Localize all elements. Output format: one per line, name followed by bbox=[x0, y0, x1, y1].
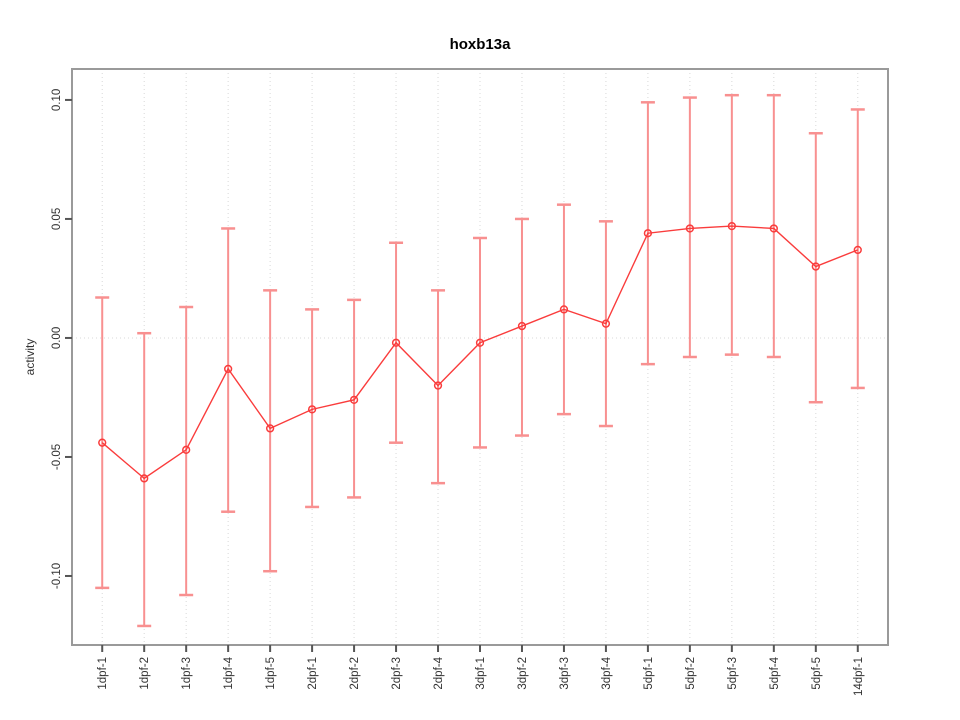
x-tick-label: 2dpf-2 bbox=[349, 657, 361, 690]
x-tick-label: 5dpf-5 bbox=[811, 657, 823, 690]
error-bar bbox=[179, 305, 194, 597]
y-tick-label: 0.05 bbox=[51, 208, 63, 230]
y-tick-label: 0.00 bbox=[51, 327, 63, 349]
data-point-circle bbox=[265, 424, 275, 433]
x-tick-label: 14dpf-1 bbox=[853, 657, 865, 696]
data-point-circle bbox=[391, 338, 401, 347]
error-bar bbox=[850, 108, 865, 390]
error-bar bbox=[766, 93, 781, 359]
error-bar bbox=[682, 96, 697, 359]
error-bar bbox=[347, 298, 362, 499]
data-point-circle bbox=[140, 474, 149, 483]
x-tick-label: 2dpf-3 bbox=[391, 657, 403, 690]
data-point-circle bbox=[601, 319, 611, 328]
data-point-circle bbox=[475, 338, 485, 347]
x-tick-label: 1dpf-2 bbox=[139, 657, 151, 690]
error-bar bbox=[263, 289, 278, 573]
error-bar bbox=[431, 289, 446, 485]
x-tick-label: 5dpf-1 bbox=[643, 657, 655, 690]
data-point-circle bbox=[811, 262, 820, 271]
error-bar bbox=[808, 132, 823, 404]
data-point-circle bbox=[685, 224, 695, 233]
x-tick-label: 2dpf-4 bbox=[433, 656, 445, 689]
data-point-circle bbox=[517, 321, 527, 331]
x-tick-label: 5dpf-4 bbox=[769, 656, 781, 689]
data-point-circle bbox=[223, 364, 233, 374]
x-tick-label: 5dpf-3 bbox=[727, 657, 739, 690]
data-point-circle bbox=[307, 405, 317, 414]
y-tick-label: 0.10 bbox=[51, 89, 63, 111]
data-point-circle bbox=[433, 381, 443, 390]
data-point-circle bbox=[559, 305, 569, 314]
data-point-circle bbox=[727, 221, 737, 231]
chart-title: hoxb13a bbox=[450, 36, 512, 53]
error-bar bbox=[514, 217, 529, 437]
data-point-circle bbox=[182, 445, 191, 454]
y-axis-label: activity bbox=[23, 339, 37, 376]
x-tick-label: 2dpf-1 bbox=[307, 657, 319, 690]
series-polyline bbox=[101, 225, 859, 480]
data-point-circle bbox=[853, 245, 862, 255]
x-tick-label: 1dpf-4 bbox=[223, 656, 235, 689]
x-tick-label: 5dpf-2 bbox=[685, 657, 697, 690]
x-tick-label: 3dpf-2 bbox=[517, 657, 529, 690]
error-bar bbox=[305, 308, 320, 509]
data-point-circle bbox=[349, 395, 359, 404]
x-tick-label: 1dpf-1 bbox=[97, 657, 109, 690]
error-bar bbox=[137, 331, 152, 628]
x-tick-label: 3dpf-4 bbox=[601, 656, 613, 689]
x-tick-label: 3dpf-1 bbox=[475, 657, 487, 690]
x-tick-label: 1dpf-5 bbox=[265, 657, 277, 690]
data-point-circle bbox=[769, 224, 778, 233]
y-tick-label: -0.05 bbox=[51, 444, 63, 470]
data-point-circle bbox=[643, 229, 653, 238]
y-tick-label: -0.10 bbox=[51, 563, 63, 589]
error-bar bbox=[724, 93, 739, 356]
data-point-circle bbox=[98, 438, 107, 447]
x-tick-label: 3dpf-3 bbox=[559, 657, 571, 690]
x-tick-label: 1dpf-3 bbox=[181, 657, 193, 690]
